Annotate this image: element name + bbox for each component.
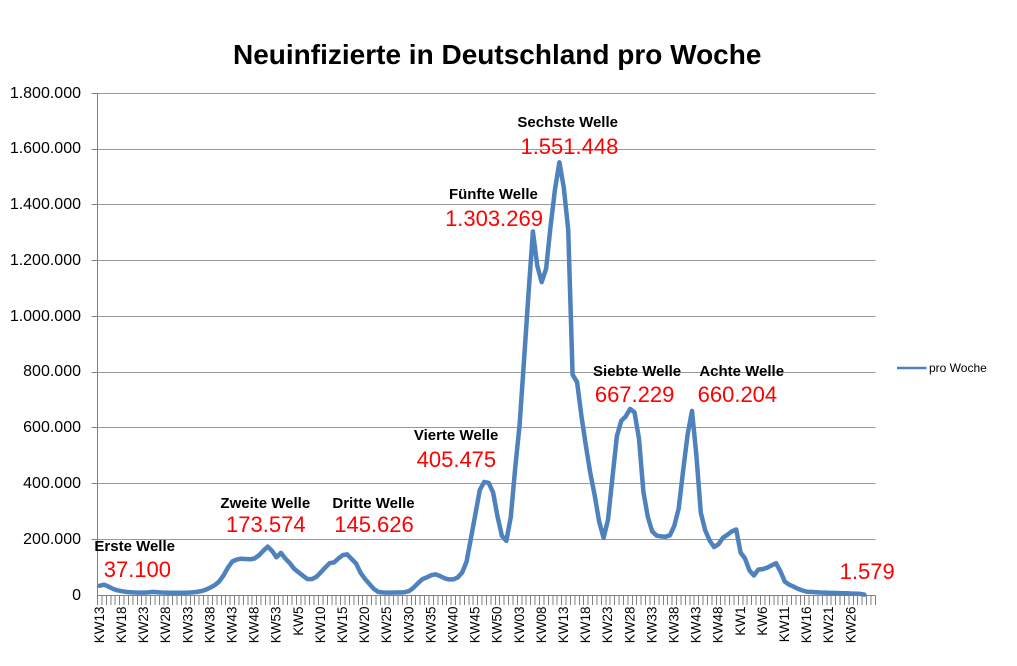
svg-text:KW38: KW38	[202, 607, 217, 644]
svg-text:KW13: KW13	[556, 607, 571, 644]
svg-text:KW43: KW43	[225, 607, 240, 644]
svg-text:KW1: KW1	[733, 607, 748, 636]
svg-text:KW13: KW13	[92, 607, 107, 644]
svg-text:KW35: KW35	[423, 607, 438, 644]
svg-text:KW53: KW53	[269, 607, 284, 644]
svg-text:KW48: KW48	[711, 607, 726, 644]
svg-text:KW28: KW28	[622, 607, 637, 644]
svg-text:KW18: KW18	[114, 607, 129, 644]
svg-text:KW10: KW10	[313, 607, 328, 644]
svg-text:KW33: KW33	[644, 607, 659, 644]
svg-text:KW11: KW11	[777, 607, 792, 643]
svg-text:KW28: KW28	[158, 607, 173, 644]
svg-text:KW30: KW30	[401, 607, 416, 644]
svg-text:KW08: KW08	[534, 607, 549, 644]
svg-text:KW16: KW16	[799, 607, 814, 644]
svg-text:KW40: KW40	[446, 607, 461, 644]
svg-text:KW43: KW43	[689, 607, 704, 644]
svg-text:KW21: KW21	[821, 607, 836, 644]
svg-text:KW23: KW23	[600, 607, 615, 644]
svg-text:KW23: KW23	[136, 607, 151, 644]
svg-text:KW26: KW26	[843, 607, 858, 644]
svg-text:KW20: KW20	[357, 607, 372, 644]
svg-text:KW45: KW45	[468, 607, 483, 644]
svg-text:KW50: KW50	[490, 607, 505, 644]
svg-text:KW5: KW5	[291, 607, 306, 636]
svg-text:KW15: KW15	[335, 607, 350, 644]
svg-text:KW6: KW6	[755, 607, 770, 636]
svg-text:KW18: KW18	[578, 607, 593, 644]
svg-text:KW33: KW33	[180, 607, 195, 644]
svg-text:KW25: KW25	[379, 607, 394, 644]
svg-text:KW48: KW48	[247, 607, 262, 644]
svg-text:KW38: KW38	[667, 607, 682, 644]
svg-text:KW03: KW03	[512, 607, 527, 644]
